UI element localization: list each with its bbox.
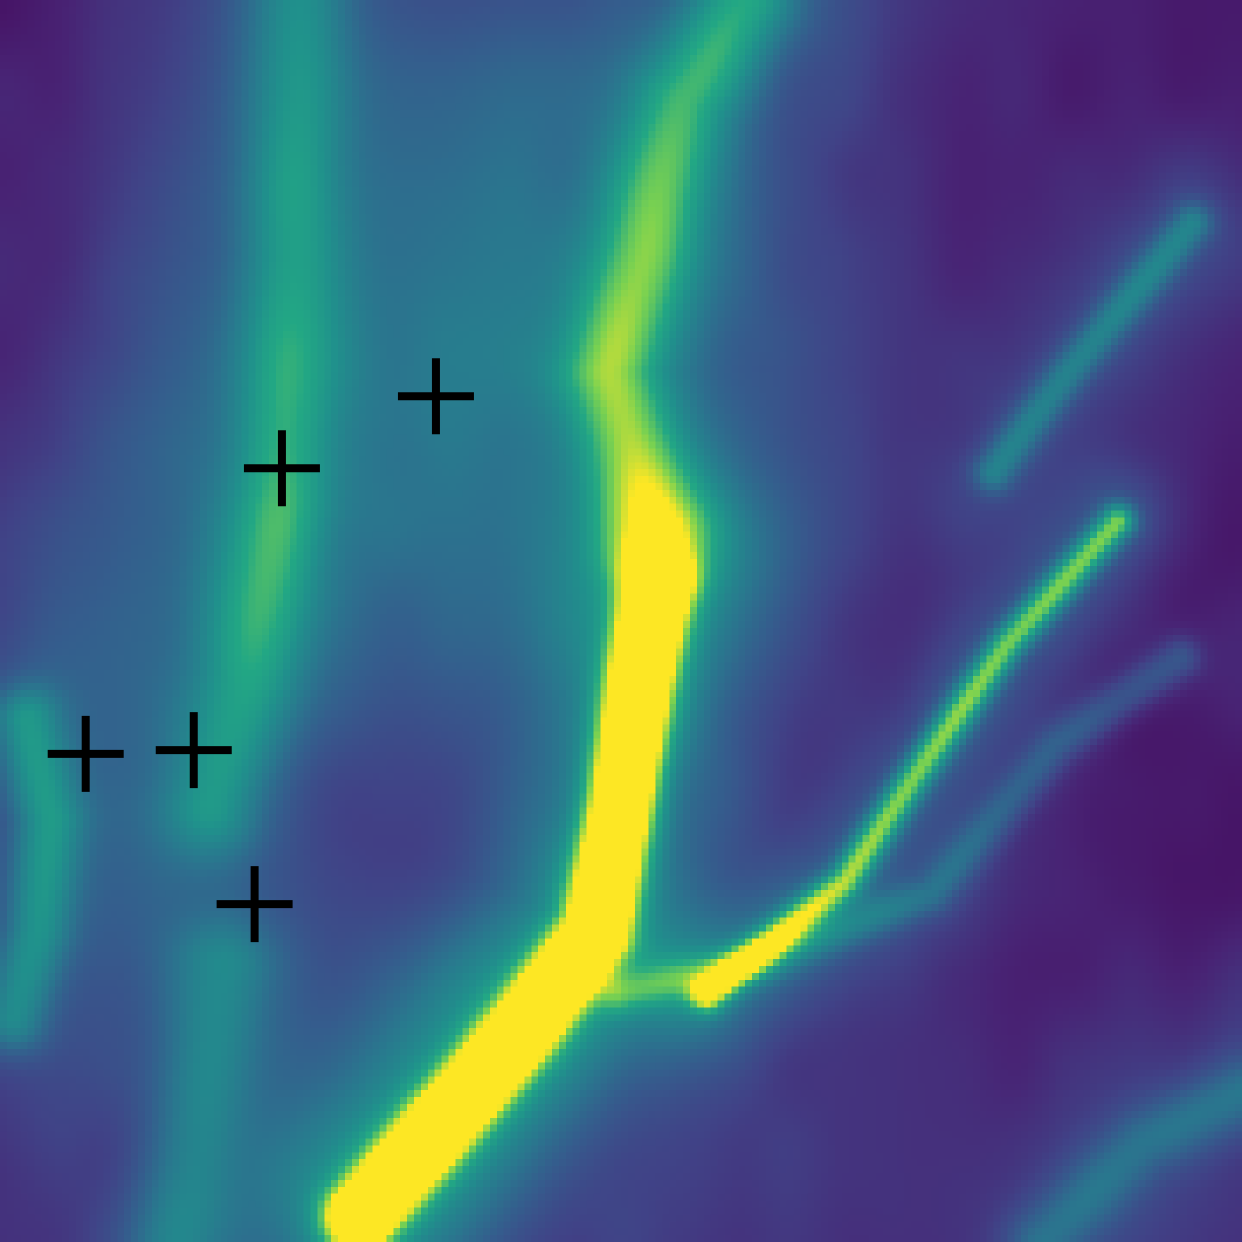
marker-3 [47,715,124,792]
marker-4 [155,712,232,789]
marker-2 [243,430,320,507]
marker-1 [397,358,474,435]
marker-5 [216,866,293,943]
